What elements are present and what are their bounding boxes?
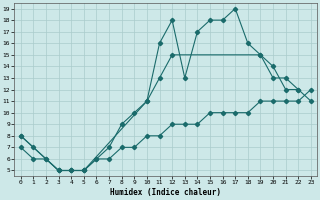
X-axis label: Humidex (Indice chaleur): Humidex (Indice chaleur) [110,188,221,197]
